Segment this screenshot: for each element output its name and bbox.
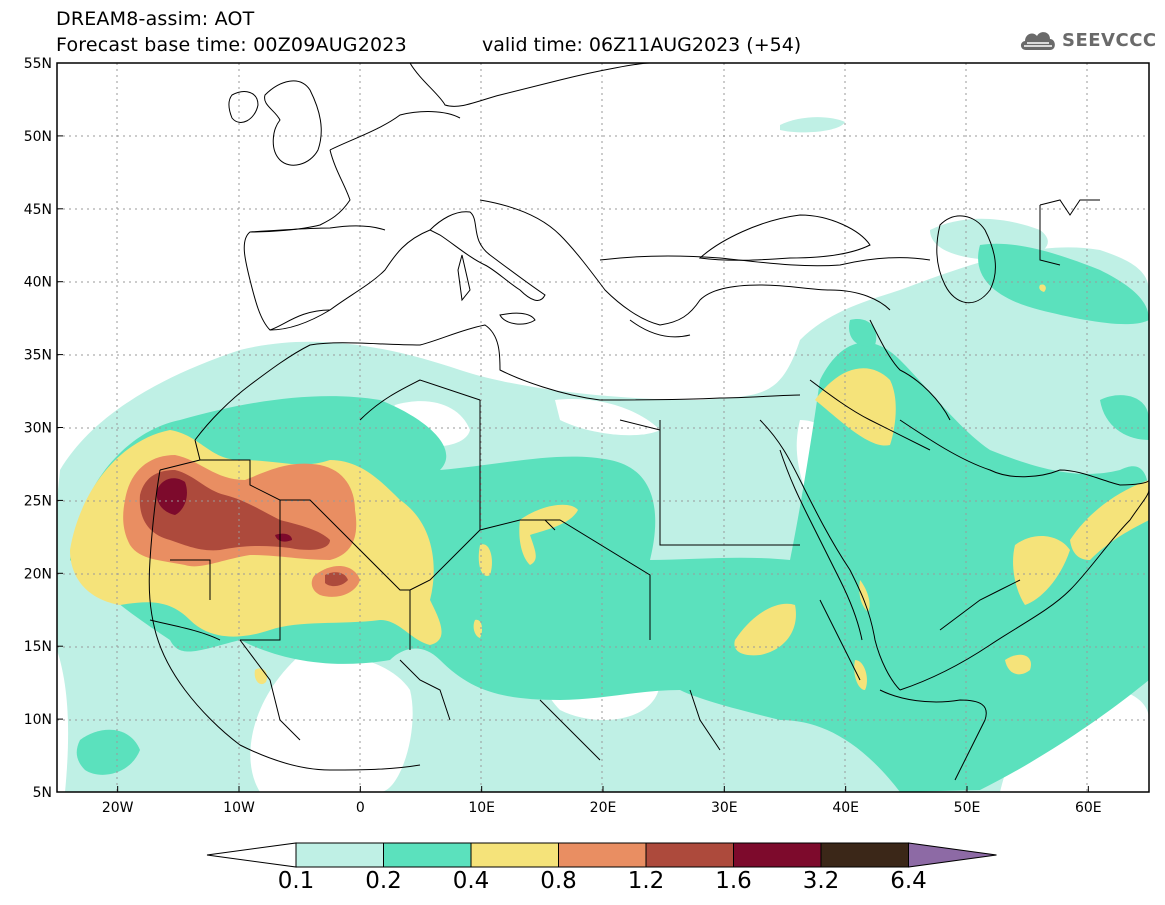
lon-label: 20W xyxy=(102,800,134,816)
lat-label: 50N xyxy=(24,129,52,145)
lat-label: 20N xyxy=(24,566,52,582)
aot-level-1.6 xyxy=(156,478,292,542)
lat-label: 30N xyxy=(24,421,52,437)
aot-contour-fields xyxy=(57,63,1149,792)
aot-level-1.2 xyxy=(139,470,348,587)
lat-label: 25N xyxy=(24,493,52,509)
lat-label: 5N xyxy=(33,785,52,801)
lon-label: 30E xyxy=(711,800,738,816)
colorbar-label: 0.8 xyxy=(540,868,577,894)
colorbar-swatch xyxy=(383,842,472,868)
lon-label: 20E xyxy=(590,800,617,816)
lon-label: 0 xyxy=(356,800,365,816)
colorbar-swatch xyxy=(733,842,822,868)
aot-colorbar xyxy=(206,842,997,868)
map-graticule xyxy=(57,63,1149,792)
colorbar-swatch xyxy=(820,842,909,868)
aot-level-0.2 xyxy=(70,243,1149,792)
lat-label: 15N xyxy=(24,639,52,655)
longitude-axis: 20W 10W 0 10E 20E 30E 40E 50E 60E xyxy=(102,786,1102,816)
logo-text: SEEVCCC xyxy=(1062,30,1157,51)
lon-label: 40E xyxy=(832,800,859,816)
lat-label: 55N xyxy=(24,56,52,72)
coastlines-and-borders xyxy=(148,63,1149,781)
lat-label: 35N xyxy=(24,348,52,364)
lon-label: 10E xyxy=(468,800,495,816)
lat-label: 10N xyxy=(24,712,52,728)
colorbar-label: 0.4 xyxy=(452,868,490,894)
colorbar-label: 6.4 xyxy=(890,868,927,894)
lon-label: 10W xyxy=(223,800,255,816)
map-title: DREAM8-assim: AOT xyxy=(56,8,255,30)
colorbar-min-arrow xyxy=(206,842,297,868)
colorbar-label: 3.2 xyxy=(802,868,840,894)
forecast-base-time: Forecast base time: 00Z09AUG2023 xyxy=(56,34,407,56)
colorbar-swatch xyxy=(295,842,384,868)
lat-label: 45N xyxy=(24,202,52,218)
seevccc-logo: SEEVCCC xyxy=(1018,24,1158,60)
colorbar-swatch xyxy=(645,842,734,868)
lon-label: 50E xyxy=(954,800,981,816)
lon-label: 60E xyxy=(1075,800,1102,816)
latitude-axis: 55N 50N 45N 40N 35N 30N 25N 20N 15N 10N 5N xyxy=(24,56,63,801)
colorbar-label: 0.1 xyxy=(277,868,315,894)
colorbar-swatch xyxy=(470,842,559,868)
colorbar-swatch xyxy=(558,842,647,868)
colorbar-label: 0.2 xyxy=(365,868,402,894)
colorbar-label: 1.6 xyxy=(715,868,752,894)
cloud-icon xyxy=(1020,32,1055,50)
valid-time: valid time: 06Z11AUG2023 (+54) xyxy=(482,34,802,56)
colorbar-max-arrow xyxy=(908,842,997,868)
lat-label: 40N xyxy=(24,275,52,291)
colorbar-label: 1.2 xyxy=(627,868,665,894)
